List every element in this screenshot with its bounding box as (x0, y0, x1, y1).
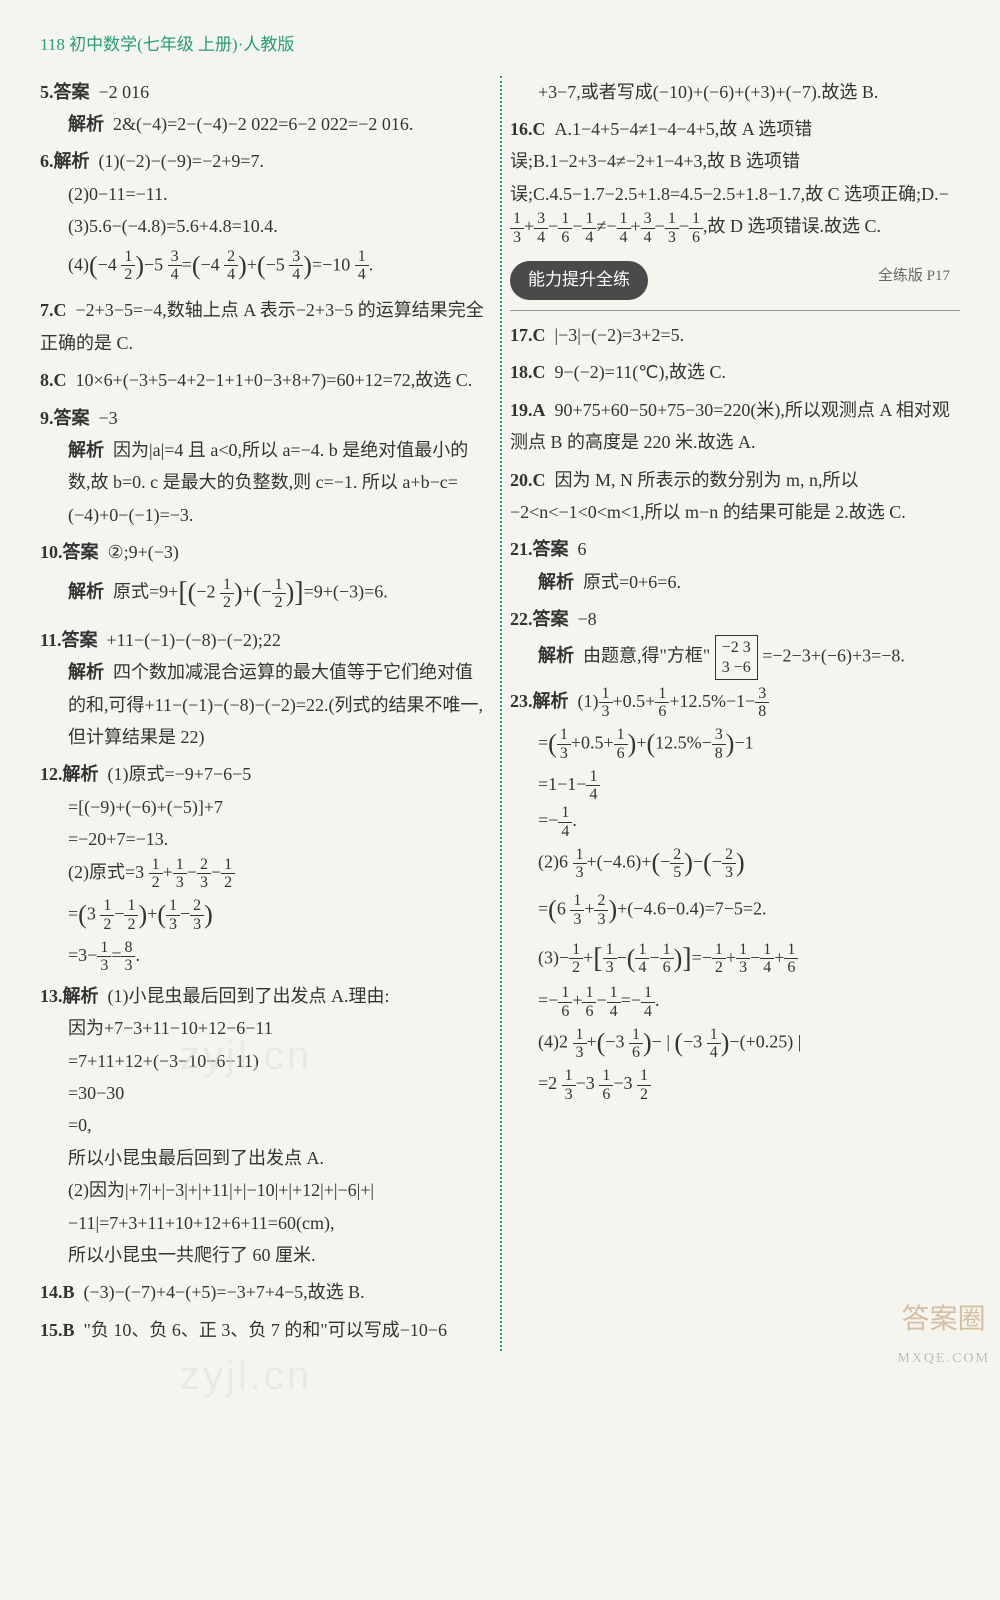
problem-8: 8.C 10×6+(−3+5−4+2−1+1+0−3+8+7)=60+12=72… (40, 364, 490, 396)
matrix-box: −2 3 3 −6 (715, 635, 758, 679)
problem-12: 12.解析 (1)原式=−9+7−6−5 =[(−9)+(−6)+(−5)]+7… (40, 758, 490, 974)
page-header: 118 初中数学(七年级 上册)·人教版 (40, 30, 960, 61)
problem-13: 13.解析 (1)小昆虫最后回到了出发点 A.理由: 因为+7−3+11−10+… (40, 980, 490, 1272)
page-container: 118 初中数学(七年级 上册)·人教版 5.答案 −2 016 解析 2&(−… (0, 0, 1000, 1381)
section-badge: 能力提升全练 (510, 261, 648, 300)
problem-17: 17.C |−3|−(−2)=3+2=5. (510, 319, 960, 351)
problem-23: 23.解析 (1)13+0.5+16+12.5%−1−38 =(13+0.5+1… (510, 685, 960, 1104)
problem-18: 18.C 9−(−2)=11(℃),故选 C. (510, 356, 960, 388)
problem-6: 6.解析 (1)(−2)−(−9)=−2+9=7. (2)0−11=−11. (… (40, 145, 490, 289)
problem-14: 14.B (−3)−(−7)+4−(+5)=−3+7+4−5,故选 B. (40, 1276, 490, 1308)
problem-20: 20.C 因为 M, N 所表示的数分别为 m, n,所以−2<n<−1<0<m… (510, 464, 960, 529)
problem-15-cont: +3−7,或者写成(−10)+(−6)+(+3)+(−7).故选 B. (510, 76, 960, 108)
content-columns: 5.答案 −2 016 解析 2&(−4)=2−(−4)−2 022=6−2 0… (40, 76, 960, 1351)
left-column: 5.答案 −2 016 解析 2&(−4)=2−(−4)−2 022=6−2 0… (40, 76, 490, 1351)
problem-21: 21.答案 6 解析 原式=0+6=6. (510, 533, 960, 598)
right-column: +3−7,或者写成(−10)+(−6)+(+3)+(−7).故选 B. 16.C… (510, 76, 960, 1351)
problem-10: 10.答案 ②;9+(−3) 解析 原式=9+[(−2 12)+(−12)]=9… (40, 536, 490, 619)
problem-7: 7.C −2+3−5=−4,数轴上点 A 表示−2+3−5 的运算结果完全正确的… (40, 294, 490, 359)
problem-15: 15.B "负 10、负 6、正 3、负 7 的和"可以写成−10−6 (40, 1314, 490, 1346)
corner-badge: 答案圈 MXQE.COM (897, 1295, 990, 1371)
corner-badge-url: MXQE.COM (897, 1346, 990, 1371)
section-header: 能力提升全练 全练版 P17 (510, 251, 960, 311)
column-divider (500, 76, 502, 1351)
problem-5: 5.答案 −2 016 解析 2&(−4)=2−(−4)−2 022=6−2 0… (40, 76, 490, 141)
problem-11: 11.答案 +11−(−1)−(−8)−(−2);22 解析 四个数加减混合运算… (40, 624, 490, 754)
section-page-ref: 全练版 P17 (878, 263, 950, 290)
problem-9: 9.答案 −3 解析 因为|a|=4 且 a<0,所以 a=−4. b 是绝对值… (40, 402, 490, 532)
problem-22: 22.答案 −8 解析 由题意,得"方框" −2 3 3 −6 =−2−3+(−… (510, 603, 960, 680)
corner-badge-text: 答案圈 (897, 1295, 990, 1345)
problem-19: 19.A 90+75+60−50+75−30=220(米),所以观测点 A 相对… (510, 394, 960, 459)
problem-16: 16.C A.1−4+5−4≠1−4−4+5,故 A 选项错误;B.1−2+3−… (510, 113, 960, 246)
